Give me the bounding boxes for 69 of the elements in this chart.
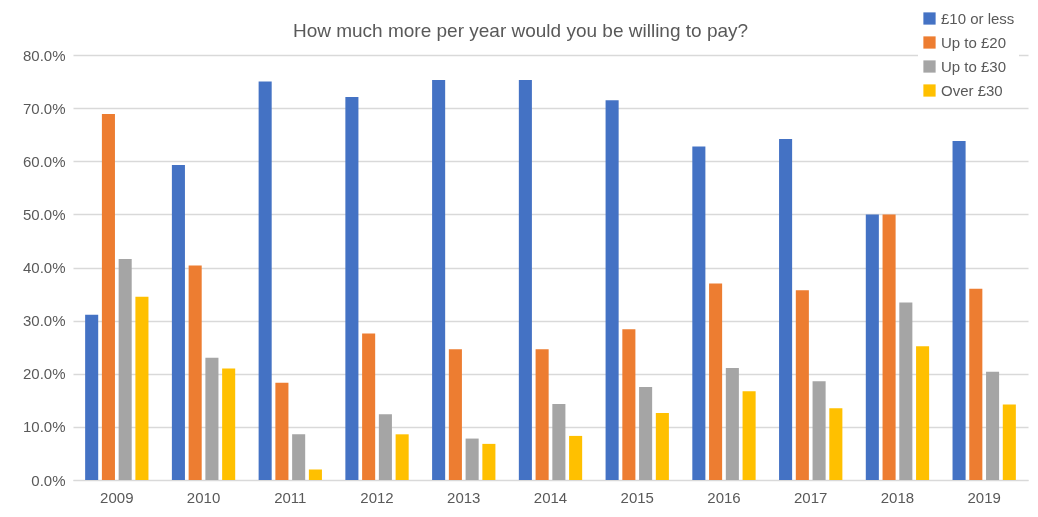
bar [222,368,236,480]
x-tick-label: 2019 [967,488,1001,506]
bar [709,283,723,480]
bar [899,302,913,480]
bar [292,434,306,480]
x-tick-label: 2016 [707,488,741,506]
x-tick-label: 2017 [794,488,828,506]
bar [448,349,462,480]
x-tick-label: 2014 [533,488,568,506]
y-tick-label: 30.0% [22,312,66,330]
bar [865,214,879,480]
x-tick-label: 2010 [186,488,221,506]
bar [639,387,653,480]
bar [345,96,359,480]
bar [692,146,706,480]
x-tick-label: 2011 [274,488,307,506]
bar [622,329,636,480]
bar [205,357,219,480]
bar [258,81,272,480]
x-tick-label: 2018 [880,488,915,506]
bar [188,265,202,480]
bar [535,349,549,480]
bar [1002,404,1016,480]
bar [916,346,930,480]
bar [812,381,826,480]
bar [986,371,1000,480]
legend-label: £10 or less [941,9,1015,27]
bar [518,79,532,480]
legend-label: Up to £20 [941,33,1007,51]
bar [135,296,149,480]
bar [378,414,392,480]
bar [171,164,185,480]
y-tick-label: 70.0% [22,99,66,117]
x-tick-label: 2013 [447,488,481,506]
bar [118,259,132,480]
bar [829,408,843,480]
y-tick-label: 50.0% [22,205,66,223]
bar [101,113,115,480]
x-tick-label: 2012 [360,488,394,506]
bar [362,333,376,480]
bar [969,288,983,480]
bar [395,434,409,480]
bar [465,438,479,480]
bar [882,214,896,480]
bar [432,79,446,480]
y-tick-label: 80.0% [22,46,66,64]
chart-title: How much more per year would you be willing to pay? [292,20,749,41]
bar [569,435,583,480]
y-tick-label: 60.0% [22,152,66,170]
bar [605,100,619,480]
bar [725,367,739,480]
x-tick-label: 2009 [100,488,134,506]
y-tick-label: 20.0% [22,365,66,383]
x-tick-label: 2015 [620,488,654,506]
legend-label: Up to £30 [941,57,1007,75]
bar [482,443,496,480]
y-tick-label: 10.0% [22,418,66,436]
bar [308,469,322,480]
bar [795,290,809,480]
legend-label: Over £30 [941,81,1003,99]
bar [779,138,793,480]
bar [742,391,756,480]
bar [275,382,289,480]
y-tick-label: 40.0% [22,259,66,276]
bar [552,404,566,480]
y-tick-label: 0.0% [31,471,66,489]
bar [952,141,966,480]
bar [85,314,99,480]
bar [655,413,669,480]
